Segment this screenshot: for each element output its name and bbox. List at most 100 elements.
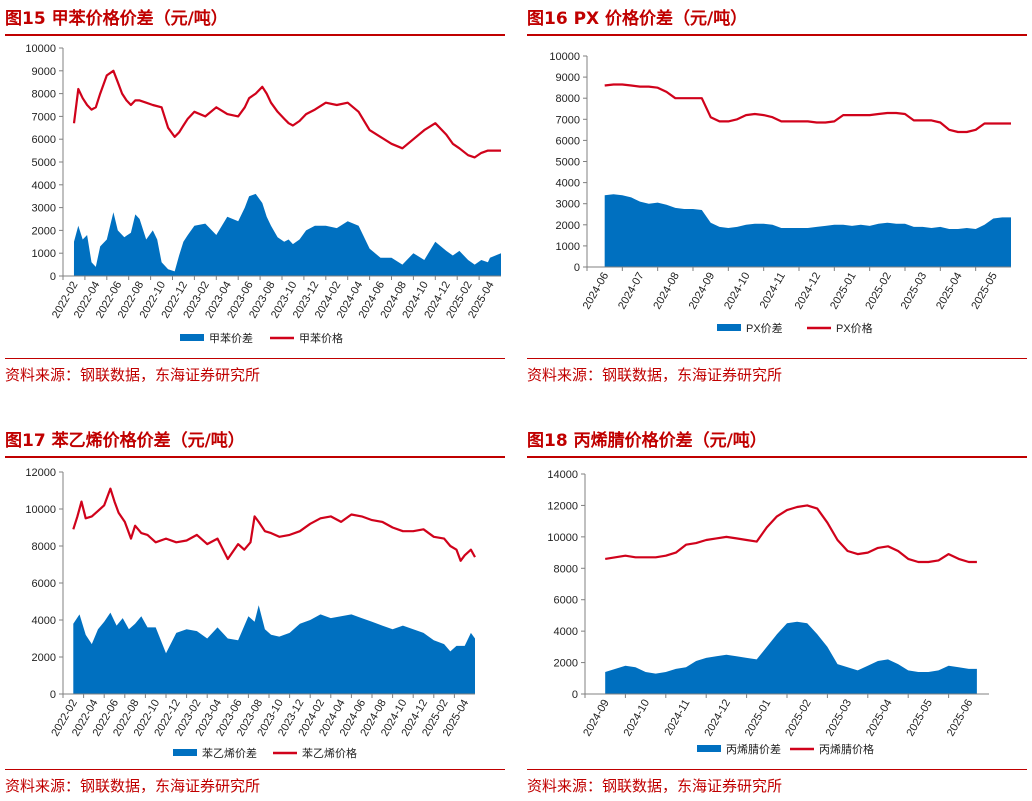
x-tick-label: 2024-06: [581, 271, 612, 312]
x-tick-label: 2025-03: [899, 271, 930, 312]
x-tick-label: 2024-12: [793, 271, 824, 312]
y-tick-label: 1000: [32, 248, 56, 260]
legend-label: 丙烯腈价格: [819, 742, 874, 756]
y-tick-label: 7000: [32, 111, 56, 123]
y-tick-label: 4000: [32, 180, 56, 192]
x-tick-label: 2025-05: [904, 698, 935, 739]
x-tick-label: 2024-09: [687, 271, 718, 312]
y-tick-label: 3000: [556, 199, 580, 211]
x-tick-label: 2024-12: [702, 698, 733, 739]
legend-label: 丙烯腈价差: [726, 742, 781, 756]
y-tick-label: 10000: [25, 504, 56, 516]
source-rule: [527, 769, 1027, 770]
legend-swatch-area: [173, 749, 197, 756]
x-tick-label: 2025-01: [828, 271, 859, 312]
y-tick-label: 6000: [32, 134, 56, 146]
toluene-chart: 0 1000 2000 3000 4000 5000 6000 7000 8000 9000 100…: [25, 43, 501, 345]
y-tick-label: 4000: [32, 615, 56, 627]
y-tick-label: 14000: [547, 469, 578, 481]
styrene-chart: 0200040006000800010000120002022-022022-0…: [25, 467, 476, 760]
price-line: [72, 69, 501, 159]
y-tick-label: 4000: [556, 178, 580, 190]
x-tick-label: 2025-01: [743, 698, 774, 739]
legend-label: 苯乙烯价差: [202, 746, 257, 760]
x-tick-label: 2024-11: [758, 271, 788, 311]
legend-swatch-area: [180, 334, 204, 341]
y-tick-label: 10000: [547, 532, 578, 544]
y-tick-label: 7000: [556, 114, 580, 126]
y-tick-label: 8000: [554, 563, 578, 575]
y-tick-label: 10000: [25, 43, 56, 55]
title-rule: [527, 34, 1027, 36]
spread-area: [604, 194, 1011, 267]
legend-label: PX价格: [836, 321, 873, 335]
source-rule: [5, 769, 505, 770]
source-rule: [5, 358, 505, 359]
price-line: [72, 487, 476, 562]
legend-label: 甲苯价格: [299, 331, 343, 345]
y-tick-label: 6000: [556, 135, 580, 147]
y-tick-label: 3000: [32, 203, 56, 215]
y-tick-label: 6000: [32, 578, 56, 590]
y-tick-label: 0: [574, 262, 580, 274]
x-tick-label: 2025-04: [934, 271, 965, 312]
y-tick-label: 2000: [32, 225, 56, 237]
chart-title: 图16 PX 价格价差（元/吨）: [527, 9, 748, 29]
spread-area: [73, 193, 501, 276]
spread-area: [605, 621, 977, 694]
chart-panel-18: 图18 丙烯腈价格价差（元/吨） 0 2000 4000 6000 8000 10000 1…: [527, 426, 1027, 801]
y-tick-label: 6000: [554, 595, 578, 607]
y-tick-label: 8000: [556, 93, 580, 105]
y-tick-label: 0: [50, 271, 56, 283]
x-tick-label: 2024-08: [651, 271, 682, 312]
x-tick-label: 2025-04: [864, 698, 895, 739]
x-tick-label: 2024-07: [616, 271, 647, 312]
y-tick-label: 9000: [556, 72, 580, 84]
y-tick-label: 5000: [556, 157, 580, 169]
y-tick-label: 1000: [556, 241, 580, 253]
chart-title: 图17 苯乙烯价格价差（元/吨）: [5, 431, 245, 451]
spread-area: [73, 605, 476, 694]
price-line: [604, 83, 1011, 134]
x-tick-label: 2025-06: [945, 698, 976, 739]
y-tick-label: 0: [50, 689, 56, 701]
source-note: 资料来源：钢联数据，东海证券研究所: [527, 777, 783, 795]
source-note: 资料来源：钢联数据，东海证券研究所: [527, 366, 783, 384]
chart-title: 图18 丙烯腈价格价差（元/吨）: [527, 431, 767, 451]
acrylonitrile-chart: 0 2000 4000 6000 8000 10000 12000 14000 2024-09 2…: [547, 469, 989, 756]
y-tick-label: 0: [572, 689, 578, 701]
x-tick-label: 2024-10: [722, 271, 753, 312]
title-rule: [5, 456, 505, 458]
price-line: [605, 504, 977, 564]
x-tick-label: 2024-11: [662, 698, 692, 738]
y-tick-label: 5000: [32, 157, 56, 169]
y-tick-label: 2000: [556, 220, 580, 232]
title-rule: [527, 456, 1027, 458]
y-tick-label: 8000: [32, 541, 56, 553]
title-rule: [5, 34, 505, 36]
legend-label: 甲苯价差: [209, 331, 253, 345]
y-tick-label: 12000: [547, 500, 578, 512]
x-tick-label: 2025-02: [783, 698, 814, 739]
y-tick-label: 9000: [32, 66, 56, 78]
x-tick-label: 2024-10: [622, 698, 653, 739]
y-tick-label: 2000: [554, 658, 578, 670]
y-tick-label: 12000: [25, 467, 56, 479]
y-tick-label: 10000: [549, 51, 580, 63]
y-tick-label: 4000: [554, 626, 578, 638]
source-rule: [527, 358, 1027, 359]
chart-panel-17: 图17 苯乙烯价格价差（元/吨） 0 2000 4000 6000 8000 10000 1…: [5, 426, 505, 801]
chart-panel-16: 图16 PX 价格价差（元/吨） 0 1000 2000 3000 4000 5000 60…: [527, 4, 1027, 387]
y-tick-label: 8000: [32, 89, 56, 101]
x-tick-label: 2024-09: [581, 698, 612, 739]
x-tick-label: 2025-03: [824, 698, 855, 739]
px-chart: 0 1000 2000 3000 4000 5000 6000 7000 8000 9000 100…: [549, 51, 1011, 335]
x-tick-label: 2025-02: [863, 271, 894, 312]
legend-label: 苯乙烯价格: [302, 746, 357, 760]
chart-panel-15: 图15 甲苯价格价差（元/吨） 0 1000 2000 3000 4000 5000 600…: [5, 4, 505, 387]
source-note: 资料来源：钢联数据，东海证券研究所: [5, 366, 261, 384]
source-note: 资料来源：钢联数据，东海证券研究所: [5, 777, 261, 795]
x-tick-label: 2025-05: [969, 271, 1000, 312]
y-tick-label: 2000: [32, 652, 56, 664]
legend-label: PX价差: [746, 321, 783, 335]
